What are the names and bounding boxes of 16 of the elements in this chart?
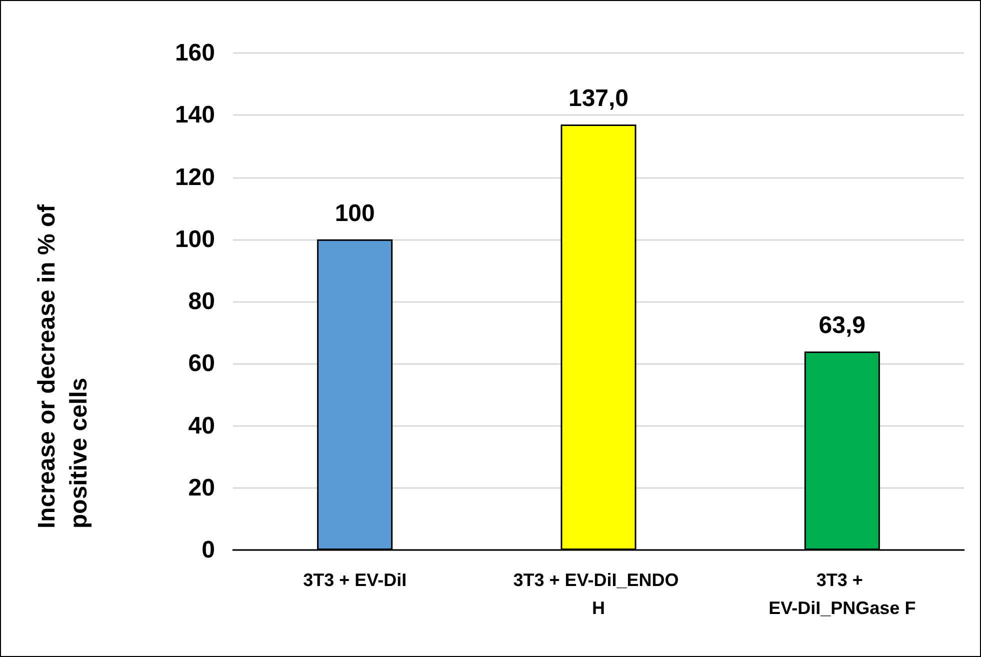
y-axis-title: Increase or decrease in % of positive cells bbox=[34, 198, 92, 528]
y-tick-label: 120 bbox=[174, 164, 215, 191]
y-tick-label: 20 bbox=[188, 474, 215, 502]
x-tick-label: 3T3 + EV-DiI bbox=[303, 570, 407, 590]
data-label: 100 bbox=[334, 200, 375, 227]
y-tick-label: 160 bbox=[174, 40, 215, 66]
y-tick-label: 100 bbox=[174, 226, 215, 253]
x-tick-label: 3T3 + EV-DiI_PNGase F bbox=[768, 570, 916, 618]
y-tick-label: 0 bbox=[202, 536, 215, 564]
data-label: 63,9 bbox=[818, 312, 866, 340]
y-tick-label: 40 bbox=[188, 412, 215, 440]
y-tick-label: 60 bbox=[188, 350, 215, 378]
x-tick-label: 3T3 + EV-DiI_ENDO H bbox=[513, 570, 684, 618]
data-label: 137,0 bbox=[568, 84, 629, 112]
y-tick-label: 140 bbox=[174, 102, 215, 129]
y-tick-label: 80 bbox=[188, 288, 215, 315]
